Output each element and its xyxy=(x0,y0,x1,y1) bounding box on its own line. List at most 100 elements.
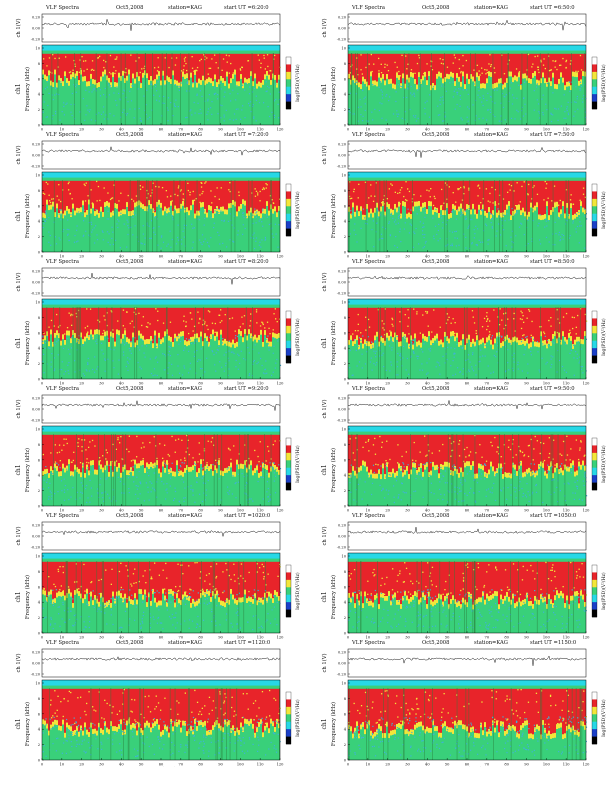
spectrogram-speckle xyxy=(46,81,48,83)
spectrogram-speckle xyxy=(171,462,173,464)
spectrogram-column xyxy=(102,467,104,473)
spectrogram-speckle xyxy=(377,216,379,218)
spectrogram-speckle xyxy=(507,349,509,351)
spectrogram-column xyxy=(72,180,74,204)
spectrogram-streak xyxy=(492,53,494,125)
freq-tick-label: 4 xyxy=(38,220,41,224)
spectrogram-column xyxy=(348,339,350,345)
spectrogram-speckle xyxy=(213,444,215,446)
spectrogram-column xyxy=(466,53,468,74)
spectrogram-speckle xyxy=(184,347,186,349)
spectrogram-speckle xyxy=(545,187,547,189)
spectrogram-column xyxy=(74,180,76,211)
spectrogram-speckle xyxy=(264,337,266,339)
spectrogram-speckle xyxy=(552,92,554,94)
panel-start-time: start UT =9:20:0 xyxy=(224,386,269,392)
spectrogram-speckle xyxy=(245,82,248,84)
spectrogram-speckle xyxy=(231,493,233,495)
spectrogram-speckle xyxy=(478,210,480,212)
spectrogram-speckle xyxy=(218,314,220,316)
spectrogram-speckle xyxy=(411,342,413,344)
spectrogram-speckle xyxy=(86,68,88,70)
spectrogram-speckle xyxy=(265,360,267,362)
ch1-tick-label: -0.20 xyxy=(337,419,347,423)
spectrogram-speckle xyxy=(540,61,542,63)
spectrogram-speckle xyxy=(167,354,169,356)
spectrogram-column xyxy=(56,466,58,471)
spectrogram-column xyxy=(42,53,44,70)
spectrogram-column xyxy=(550,180,552,211)
spectrogram-speckle xyxy=(489,111,492,113)
spectrogram-speckle xyxy=(244,227,246,230)
spectrogram-speckle xyxy=(228,350,230,352)
spectrogram-column xyxy=(556,307,558,339)
spectrogram-speckle xyxy=(499,335,501,337)
spectrogram-streak xyxy=(515,307,517,379)
spectrogram-column xyxy=(160,53,162,81)
spectrogram-column xyxy=(232,307,234,340)
spectrogram-column xyxy=(348,434,350,473)
spectrogram-speckle xyxy=(249,101,252,103)
spectrogram-speckle xyxy=(504,220,506,222)
spectrogram-column xyxy=(82,76,84,82)
spectrogram-column xyxy=(354,434,356,471)
spectrogram-speckle xyxy=(219,321,221,324)
spectrogram-column xyxy=(210,206,212,211)
spectrogram-column xyxy=(114,461,116,467)
spectrogram-streak xyxy=(80,53,82,125)
spectrogram-speckle xyxy=(559,239,562,241)
spectrogram-column xyxy=(146,339,148,344)
spectrogram-column xyxy=(356,307,358,336)
spectrogram-speckle xyxy=(54,368,56,370)
spectrogram-column xyxy=(114,434,116,462)
spectrogram-speckle xyxy=(421,348,423,351)
spectrogram-column xyxy=(486,337,488,343)
spectrogram-column xyxy=(70,434,72,472)
spectrogram-speckle xyxy=(536,341,538,343)
spectrogram-column xyxy=(180,434,182,471)
spectrogram-column xyxy=(152,434,154,464)
freq-tick-label: 8 xyxy=(38,316,41,320)
spectrogram-column xyxy=(252,307,254,337)
spectrogram-speckle xyxy=(113,469,115,471)
spectrogram-speckle xyxy=(517,364,519,366)
spectrogram-speckle xyxy=(198,113,200,115)
spectrogram-speckle xyxy=(400,241,402,243)
spectrogram-column xyxy=(196,307,198,334)
spectrogram-column xyxy=(200,180,202,203)
spectrogram-column xyxy=(222,53,224,79)
spectrogram-speckle xyxy=(408,373,410,375)
spectrogram-speckle xyxy=(461,119,463,121)
spectrogram-speckle xyxy=(63,373,65,375)
spectrogram-speckle xyxy=(261,321,263,323)
spectrogram-column xyxy=(254,334,256,340)
spectrogram-speckle xyxy=(501,219,503,221)
spectrogram-speckle xyxy=(140,242,142,244)
spectrogram-column xyxy=(476,180,478,214)
spectrogram-column xyxy=(208,466,210,471)
spectrogram-speckle xyxy=(126,311,128,313)
spectrogram-column xyxy=(198,53,200,79)
spectrogram-column xyxy=(124,464,126,470)
spectrogram-column xyxy=(504,53,506,83)
spectrogram-column xyxy=(494,307,496,339)
spectrogram-column xyxy=(270,53,272,81)
freq-tick-label: 0 xyxy=(344,124,347,128)
spectrogram-speckle xyxy=(458,88,460,90)
spectrogram-speckle xyxy=(67,234,69,236)
spectrogram-speckle xyxy=(97,57,100,59)
spectrogram-column xyxy=(450,307,452,332)
spectrogram-column xyxy=(268,307,270,342)
spectrogram-speckle xyxy=(123,483,125,485)
spectrogram-speckle xyxy=(401,187,403,189)
spectrogram-column xyxy=(186,341,188,347)
spectrogram-column xyxy=(412,72,414,78)
spectrogram-column xyxy=(262,462,264,468)
spectrogram-column xyxy=(484,210,486,216)
spectrogram-speckle xyxy=(454,373,457,375)
spectrogram-streak xyxy=(507,53,509,125)
spectrogram-speckle xyxy=(385,95,387,97)
time-tick-label: 30 xyxy=(405,128,410,132)
spectrogram-speckle xyxy=(206,462,208,464)
spectrogram-column xyxy=(358,344,360,350)
